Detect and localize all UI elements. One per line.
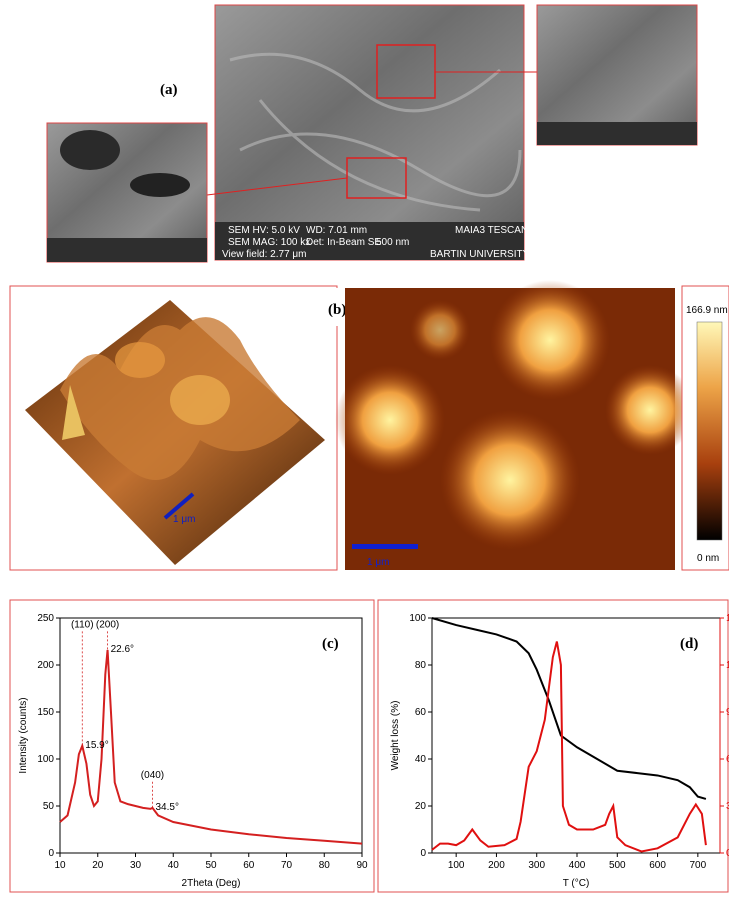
colorbar [697, 322, 722, 540]
sem-info: SEM HV: 5.0 kV [228, 225, 300, 236]
y-tick-label: 80 [415, 660, 427, 671]
x-axis-label: T (°C) [563, 878, 590, 889]
x-tick-label: 50 [205, 860, 217, 871]
figure: SEM HV: 5.0 kV WD: 7.01 mm MAIA3 TESCAN … [0, 0, 729, 893]
x-tick-label: 10 [54, 860, 66, 871]
sem-panel: SEM HV: 5.0 kV WD: 7.01 mm MAIA3 TESCAN … [47, 5, 697, 262]
plot-area [60, 618, 362, 853]
y-tick-label: 20 [415, 801, 427, 812]
x-tick-label: 300 [528, 860, 545, 871]
y-tick-label: 150 [37, 707, 54, 718]
panel-label: (c) [322, 636, 339, 652]
plot-area [432, 618, 720, 853]
x-tick-label: 90 [356, 860, 368, 871]
y-tick-label: 0 [420, 848, 426, 859]
y-tick-label: 40 [415, 754, 427, 765]
peak-label: (200) [96, 619, 119, 630]
y-axis-label: Intensity (counts) [18, 697, 29, 773]
sem-main [215, 5, 524, 260]
x-tick-label: 70 [281, 860, 293, 871]
y-tick-label: 100 [409, 613, 426, 624]
sem-info: WD: 7.01 mm [306, 225, 367, 236]
y-tick-label: 0 [48, 848, 54, 859]
panel-c-frame [10, 600, 374, 892]
scale-bar-label: 1 μm [367, 557, 389, 568]
x-tick-label: 600 [649, 860, 666, 871]
y-axis-label: Weight loss (%) [390, 701, 401, 771]
x-tick-label: 20 [92, 860, 104, 871]
panel-label: (b) [328, 302, 346, 318]
sem-info: View field: 2.77 μm [222, 249, 307, 260]
x-tick-label: 60 [243, 860, 255, 871]
sem-info: MAIA3 TESCAN [455, 225, 528, 236]
annotation: 15.9° [85, 740, 108, 751]
y-tick-label: 250 [37, 613, 54, 624]
y-tick-label: 60 [415, 707, 427, 718]
y-tick-label: 200 [37, 660, 54, 671]
peak-label: (040) [141, 770, 164, 781]
x-tick-label: 200 [488, 860, 505, 871]
sem-info: BARTIN UNIVERSITY [430, 249, 530, 260]
panel-label: (d) [680, 636, 698, 652]
x-tick-label: 40 [168, 860, 180, 871]
x-tick-label: 400 [569, 860, 586, 871]
sem-info: SEM MAG: 100 kx [228, 237, 310, 248]
sem-info: Det: In-Beam SE [306, 237, 381, 248]
data-line [432, 642, 706, 852]
peak-label: (110) [71, 619, 94, 630]
panel-d-frame [378, 600, 728, 892]
x-tick-label: 700 [690, 860, 707, 871]
data-line [432, 618, 706, 799]
panel-label: (a) [160, 82, 178, 98]
x-tick-label: 80 [319, 860, 331, 871]
y-tick-label: 100 [37, 754, 54, 765]
colorbar-min: 0 nm [697, 553, 719, 564]
sem-info: 500 nm [376, 237, 409, 248]
scale-bar-label: 1 μm [173, 514, 195, 525]
x-tick-label: 500 [609, 860, 626, 871]
y-tick-label: 50 [43, 801, 55, 812]
x-axis-label: 2Theta (Deg) [182, 878, 241, 889]
x-tick-label: 30 [130, 860, 142, 871]
x-tick-label: 100 [448, 860, 465, 871]
colorbar-max: 166.9 nm [686, 305, 728, 316]
annotation: 22.6° [111, 644, 134, 655]
afm-panel: 1 μm (b) 1 μm 166.9 nm 0 nm [10, 280, 729, 570]
annotation: 34.5° [155, 802, 178, 813]
